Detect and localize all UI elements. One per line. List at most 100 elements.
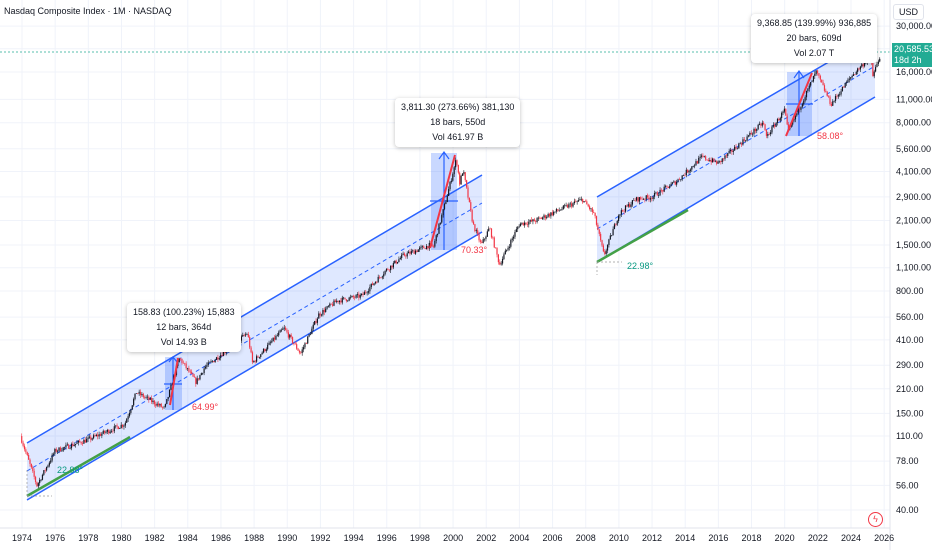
candle	[474, 223, 476, 233]
candle	[772, 122, 774, 128]
candle	[401, 252, 403, 261]
candle	[34, 475, 37, 485]
currency-button[interactable]: USD	[893, 4, 925, 20]
trend-line-1[interactable]	[26, 435, 131, 498]
candle	[432, 244, 435, 249]
channel-1-lower[interactable]	[26, 231, 483, 501]
bar-countdown: 18d 2h	[894, 55, 922, 65]
candle	[220, 352, 222, 361]
candle	[542, 216, 544, 221]
candle	[858, 67, 860, 71]
candle	[322, 308, 324, 317]
candle	[66, 442, 68, 446]
candle	[573, 198, 575, 205]
candle	[75, 443, 77, 448]
candle	[185, 361, 187, 371]
candle	[728, 148, 730, 154]
candle	[815, 70, 817, 76]
candle	[618, 214, 620, 224]
candle	[210, 359, 212, 364]
candle	[349, 294, 352, 300]
candle	[380, 276, 382, 279]
candle	[829, 94, 831, 106]
candle	[645, 195, 647, 202]
y-tick-label: 4,100.00	[896, 167, 931, 177]
candle	[280, 328, 283, 333]
candle	[166, 399, 168, 405]
candle	[320, 313, 323, 317]
alert-bolt-icon[interactable]: ϟ	[868, 512, 883, 527]
candle	[285, 326, 287, 331]
x-tick-label: 1996	[377, 533, 397, 543]
candle	[725, 153, 727, 159]
candle	[724, 154, 726, 161]
candle	[384, 270, 386, 276]
candle	[312, 322, 314, 331]
candle	[689, 168, 692, 173]
candle	[261, 351, 263, 355]
candle	[146, 394, 149, 401]
x-tick-label: 1980	[111, 533, 131, 543]
candle	[69, 446, 71, 450]
candle	[182, 360, 184, 364]
candle	[323, 307, 325, 316]
candle	[398, 256, 400, 263]
candle	[106, 428, 108, 435]
candle	[434, 239, 436, 249]
angle-line-3[interactable]	[785, 72, 813, 137]
candle	[192, 373, 194, 377]
parallel-channel-1[interactable]	[27, 175, 482, 500]
candle	[551, 209, 553, 217]
candle	[221, 352, 223, 357]
candle	[644, 198, 646, 203]
candle	[33, 468, 35, 480]
candle	[406, 251, 408, 259]
candle	[727, 153, 729, 158]
angle-line-2[interactable]	[429, 154, 456, 249]
candle	[148, 395, 150, 403]
candle	[449, 181, 451, 191]
channel-1-upper[interactable]	[26, 174, 483, 444]
candle	[41, 473, 44, 481]
candle	[402, 251, 404, 256]
candle	[778, 117, 780, 121]
candle	[811, 80, 813, 83]
y-tick-label: 290.00	[896, 360, 924, 370]
candle	[522, 222, 524, 226]
candle	[123, 424, 125, 430]
candle	[804, 95, 806, 103]
candle	[671, 181, 674, 185]
measure-arrow-2	[430, 150, 458, 250]
candle	[294, 341, 296, 345]
candle	[500, 261, 502, 266]
candle	[839, 91, 841, 97]
candle	[638, 196, 640, 205]
candle	[55, 447, 57, 453]
candle	[341, 295, 343, 305]
candle	[562, 205, 564, 210]
candle	[584, 199, 587, 202]
candle	[776, 117, 779, 126]
candle	[45, 466, 48, 472]
candle	[635, 196, 638, 202]
angle-line-1[interactable]	[169, 357, 179, 406]
candle	[816, 69, 819, 76]
candle	[61, 447, 63, 452]
candle	[181, 358, 183, 365]
candle	[482, 236, 484, 244]
candle	[327, 305, 330, 308]
candle	[604, 249, 606, 256]
candle	[659, 187, 661, 197]
candle	[336, 298, 338, 304]
candle	[110, 428, 113, 433]
candle	[731, 148, 733, 155]
candle	[30, 463, 32, 469]
candle	[99, 432, 102, 437]
trend-line-2[interactable]	[596, 208, 689, 264]
y-tick-label: 40.00	[896, 505, 919, 515]
candle	[746, 134, 748, 142]
candle	[492, 235, 494, 240]
candle	[479, 238, 482, 244]
candle	[213, 360, 215, 363]
